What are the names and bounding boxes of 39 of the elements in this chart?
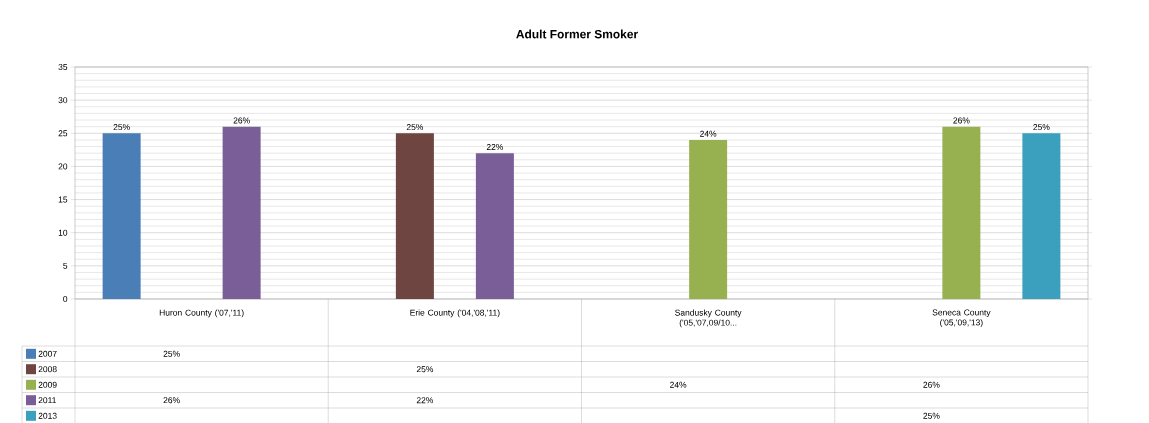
y-tick-label: 25 bbox=[58, 130, 68, 137]
legend-label: 2013 bbox=[38, 412, 57, 419]
data-label: 26% bbox=[163, 397, 180, 404]
x-tick-label: Sandusky County ('05,'07,09/10... bbox=[675, 309, 742, 328]
bar bbox=[222, 126, 261, 299]
legend-label: 2009 bbox=[38, 381, 57, 388]
data-label: 25% bbox=[406, 124, 424, 131]
text: 24% bbox=[700, 130, 717, 137]
text: 26% bbox=[953, 117, 970, 124]
text: 22% bbox=[486, 144, 504, 150]
y-tick-label: 5 bbox=[63, 262, 68, 269]
text: 25% bbox=[163, 350, 180, 357]
y-tick-label: 0 bbox=[63, 296, 68, 302]
bar bbox=[395, 133, 434, 299]
y-tick-label: 30 bbox=[58, 97, 68, 104]
data-label: 24% bbox=[670, 381, 687, 388]
y-tick-label: 20 bbox=[58, 163, 68, 170]
text: 25% bbox=[416, 366, 434, 373]
legend-label: 2008 bbox=[38, 366, 57, 373]
data-label: 25% bbox=[113, 124, 130, 131]
bar bbox=[942, 126, 981, 299]
legend-label: 2007 bbox=[38, 350, 57, 357]
data-label: 25% bbox=[1033, 124, 1050, 131]
data-label: 22% bbox=[416, 397, 434, 404]
bar bbox=[102, 133, 141, 299]
x-tick-label: Erie County ('04,'08,'11) bbox=[410, 309, 500, 318]
text: 25% bbox=[923, 412, 940, 419]
y-tick-label: 35 bbox=[58, 64, 68, 70]
x-tick-label: Seneca County ('05,'09,'13) bbox=[932, 309, 991, 328]
bar bbox=[689, 139, 728, 299]
legend-label: 2011 bbox=[38, 397, 56, 404]
y-tick-label: 15 bbox=[58, 196, 68, 203]
y-tick-label: 10 bbox=[58, 229, 68, 236]
text: 26% bbox=[233, 117, 250, 124]
chart-title: Adult Former Smoker bbox=[516, 29, 638, 39]
data-label: 26% bbox=[923, 381, 940, 388]
x-tick-label: Huron County ('07,'11) bbox=[159, 309, 244, 318]
bar bbox=[1022, 133, 1061, 299]
bar bbox=[475, 153, 514, 299]
